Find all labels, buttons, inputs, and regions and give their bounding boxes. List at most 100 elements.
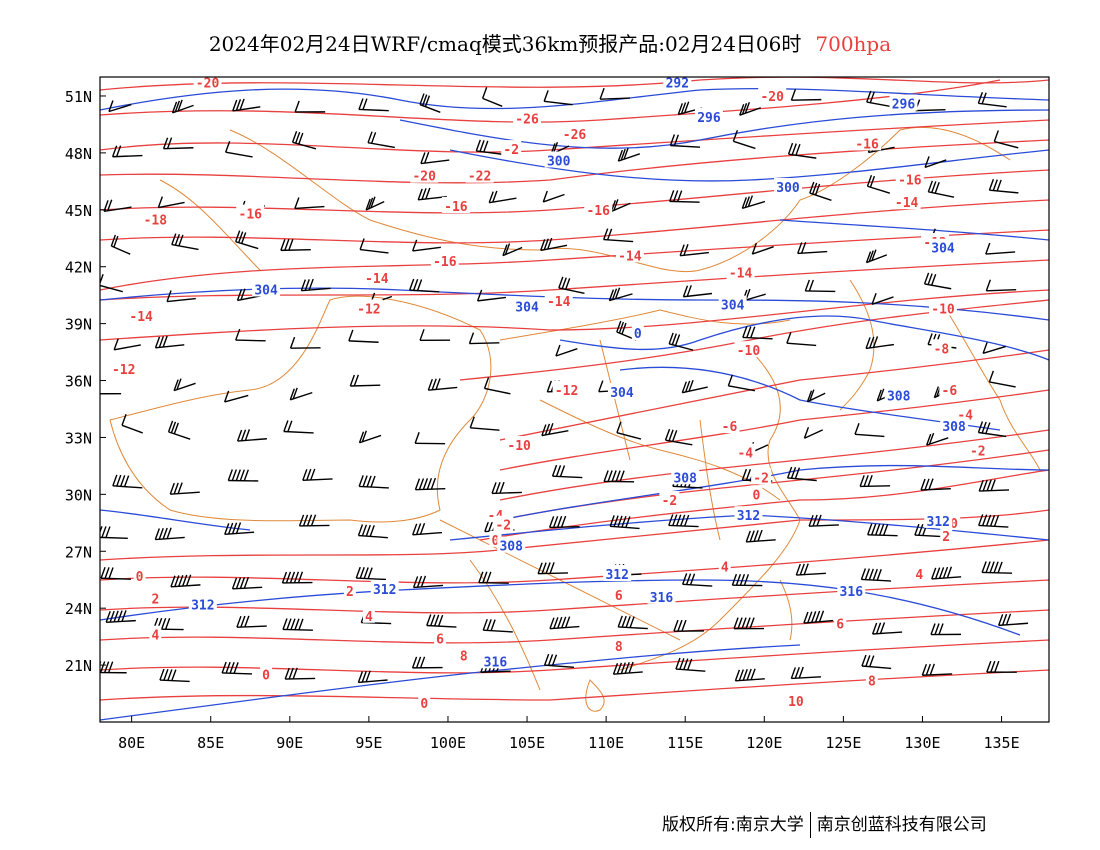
height-label-bg <box>671 468 700 485</box>
temperature-label-bg <box>612 585 625 602</box>
temperature-label: 4 <box>721 560 729 575</box>
wind-barb <box>411 656 443 669</box>
wind-barb <box>681 379 708 394</box>
map-title: 2024年02月24日WRF/cmaq模式36km预报产品:02月24日06时 7… <box>0 28 1100 57</box>
height-label-bg <box>370 580 399 597</box>
wind-barb <box>859 474 891 488</box>
temperature-label-bg <box>584 200 613 217</box>
temperature-label-bg <box>362 606 375 623</box>
wind-barb <box>294 100 326 113</box>
height-labels: 292 296 296 300 300 304 304 304 304 0 304 308 308 308… <box>188 73 969 670</box>
wind-barb <box>988 178 1019 194</box>
temperature-label-bg <box>865 671 878 688</box>
wind-barb <box>861 654 892 670</box>
temperature-label: -12 <box>357 302 380 317</box>
wind-barb <box>283 420 314 434</box>
height-label-bg <box>663 73 692 90</box>
lon-label: 95E <box>355 734 382 752</box>
temperature-label-bg <box>892 193 921 210</box>
temperature-label: -10 <box>737 344 761 359</box>
wind-barb <box>734 668 765 682</box>
height-label: 316 <box>840 585 864 600</box>
wind-barb <box>426 614 457 628</box>
height-label: 304 <box>515 301 539 316</box>
height-label: 292 <box>666 77 689 92</box>
wind-barb <box>930 623 962 636</box>
height-label: 296 <box>697 111 721 126</box>
wind-barb <box>357 524 388 539</box>
wind-barb <box>603 470 635 483</box>
wind-barb <box>682 285 713 298</box>
wind-barb <box>359 238 389 254</box>
wind-barb <box>790 666 822 680</box>
lat-label: 27N <box>65 543 92 561</box>
lat-label: 48N <box>65 145 92 163</box>
temperature-labels: -20-26-26-2-20 -22-18 -16-16 -16-16-16-14-1… <box>109 73 988 712</box>
wind-barb <box>914 99 946 112</box>
temperature-label: 8 <box>615 640 623 655</box>
wind-barb <box>551 464 583 479</box>
wind-barb <box>871 293 894 305</box>
wind-barb <box>280 238 311 252</box>
temperature-label-bg <box>758 86 787 103</box>
temperature-label: -4 <box>737 447 753 462</box>
wind-barb <box>173 378 196 392</box>
wind-barb <box>468 332 500 345</box>
wind-barb <box>786 331 817 347</box>
wind-barb <box>988 370 1016 388</box>
height-label-bg <box>734 506 763 523</box>
temperature-label-bg <box>552 381 581 398</box>
temperature-label-bg <box>895 170 924 187</box>
temperature-label: 0 <box>262 669 270 684</box>
temperature-label-bg <box>149 589 162 606</box>
wind-barb <box>100 393 122 395</box>
wind-barb <box>294 197 325 210</box>
wind-barb <box>609 515 640 530</box>
wind-barb <box>358 475 389 489</box>
wind-barb <box>221 661 253 675</box>
japan-islands <box>939 299 1041 471</box>
wind-barb <box>924 156 947 169</box>
temperature-label-bg <box>109 360 138 377</box>
wind-barb <box>541 423 569 437</box>
lat-label: 36N <box>65 373 92 391</box>
height-label-bg <box>940 417 969 434</box>
temperature-label-bg <box>493 515 514 532</box>
wind-barb <box>599 87 630 100</box>
wind-barb <box>865 249 888 264</box>
wind-barb <box>502 243 523 257</box>
temperature-label: -16 <box>239 208 263 223</box>
height-label-bg <box>647 587 676 604</box>
temperature-label: -16 <box>586 204 610 219</box>
temperature-label: 6 <box>436 633 444 648</box>
height-label-bg <box>884 386 913 403</box>
wind-barb <box>414 477 446 491</box>
wind-barb <box>808 514 839 527</box>
wind-barb <box>549 616 580 630</box>
temperature-label-bg <box>260 665 273 682</box>
height-label: 316 <box>650 591 674 606</box>
wind-barb <box>931 566 962 580</box>
temperature-label: 4 <box>151 629 159 644</box>
temperature-label: 0 <box>420 697 428 712</box>
temperature-label: -2 <box>503 143 519 158</box>
temperature-label-bg <box>750 485 763 502</box>
height-label: 312 <box>737 509 760 524</box>
wind-barb <box>795 563 826 576</box>
height-label: 316 <box>484 655 508 670</box>
wind-barb <box>419 93 441 113</box>
wind-barb <box>679 244 709 257</box>
inner-border-5 <box>599 339 631 461</box>
height-label-bg <box>603 565 632 582</box>
wind-barb <box>282 618 313 631</box>
longitude-axis: 80E 85E 90E 95E 100E 105E 110E 115E 120E 125E 130E… <box>118 716 1020 752</box>
temperature-label: 0 <box>752 488 760 503</box>
height-label-bg <box>837 582 866 599</box>
lon-label: 115E <box>667 734 703 752</box>
temperature-label-bg <box>659 491 680 508</box>
temperature-label: -16 <box>444 200 468 215</box>
wind-barb <box>491 481 522 495</box>
wind-barb <box>664 428 693 446</box>
height-label: 300 <box>547 154 571 169</box>
wind-barb <box>469 416 500 431</box>
